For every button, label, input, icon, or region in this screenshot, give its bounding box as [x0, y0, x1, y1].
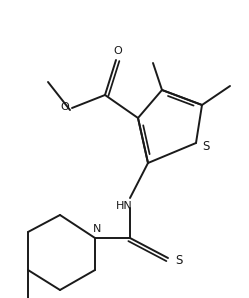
- Text: N: N: [93, 224, 101, 234]
- Text: S: S: [175, 254, 183, 266]
- Text: HN: HN: [116, 201, 132, 211]
- Text: O: O: [61, 102, 69, 112]
- Text: S: S: [202, 139, 210, 153]
- Text: O: O: [114, 46, 122, 56]
